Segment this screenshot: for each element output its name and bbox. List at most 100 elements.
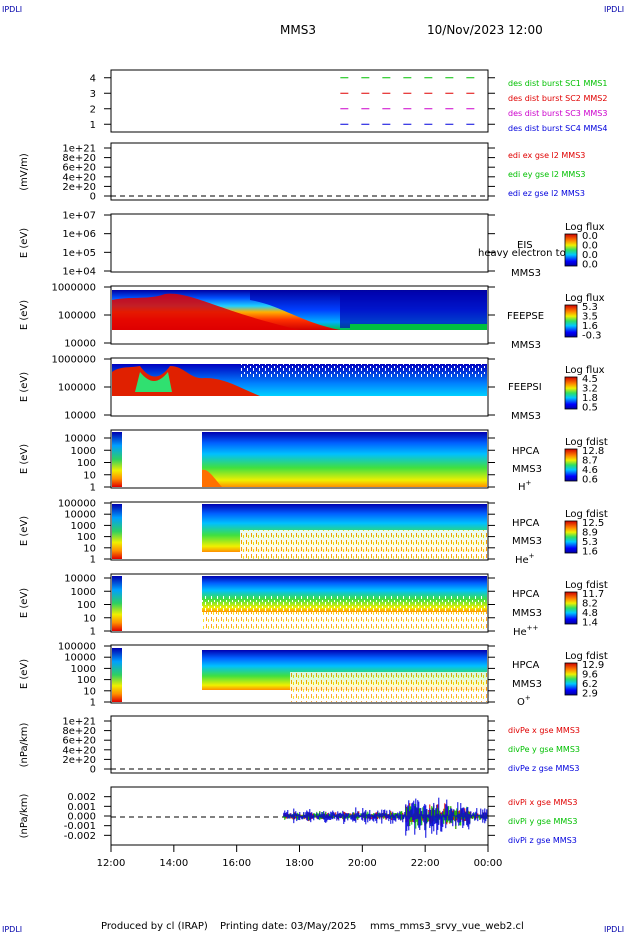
panel-feepsi-ylabel: E (eV) bbox=[19, 372, 30, 402]
divpe-legend-entry: divPe x gse MMS3 bbox=[508, 726, 580, 735]
panel-hpca-o-species: O+ bbox=[517, 694, 531, 708]
hpca-h-colorbar-title: Log fdist bbox=[565, 437, 608, 448]
hpca-hepp-colorbar-label: 4.8 bbox=[582, 608, 598, 619]
eis-ytick-label: 1e+07 bbox=[62, 211, 96, 222]
eis-colorbar-label: 0.0 bbox=[582, 250, 598, 261]
hpca-hepp-ytick-label: 1 bbox=[90, 627, 96, 638]
hpca-h-colorbar-label: 12.8 bbox=[582, 446, 604, 457]
hpca-hepp-colorbar-scale bbox=[564, 591, 578, 625]
hpca-h-colorbar-scale bbox=[564, 448, 578, 482]
divpe-legend-entry: divPe y gse MMS3 bbox=[508, 745, 580, 754]
panel-eis-spacecraft: MMS3 bbox=[511, 268, 541, 279]
panel-hpca-hepp-spacecraft: MMS3 bbox=[512, 608, 542, 619]
panel-eis-ylabel: E (eV) bbox=[19, 228, 30, 258]
hpca-o-low-speckle bbox=[290, 672, 487, 702]
hpca-o-ytick-label: 10000 bbox=[64, 653, 96, 664]
eis-ytick-label: 1e+05 bbox=[62, 248, 96, 259]
footer-file-name: mms_mms3_srvy_vue_web2.cl bbox=[370, 921, 524, 932]
divpi-ytick-label: -0.001 bbox=[64, 821, 96, 832]
hpca-h-spectrogram bbox=[202, 432, 487, 487]
feepsi-colorbar-title: Log flux bbox=[565, 365, 605, 376]
footer-produced-by: Produced by cl (IRAP) bbox=[101, 921, 208, 932]
panel-eis-frame bbox=[110, 213, 489, 273]
feepsi-colorbar-label: 1.8 bbox=[582, 393, 598, 404]
panel-hpca-hepp-ylabel: E (eV) bbox=[19, 588, 30, 618]
hpca-h-colorbar-label: 0.6 bbox=[582, 475, 598, 486]
time-axis-label: 12:00 bbox=[97, 858, 126, 869]
hpca-o-ytick-label: 1 bbox=[90, 698, 96, 709]
panel-feepse-ylabel: E (eV) bbox=[19, 300, 30, 330]
panel-edi-ylabel: (mV/m) bbox=[19, 153, 30, 191]
panel-eis-yticks: 1e+07 1e+06 1e+05 1e+04 bbox=[62, 211, 495, 278]
eis-colorbar-label: 0.0 bbox=[582, 260, 598, 271]
header-date-time: 10/Nov/2023 12:00 bbox=[427, 23, 543, 37]
hpca-o-ytick-label: 100 bbox=[77, 675, 96, 686]
hpca-he-colorbar-scale bbox=[564, 520, 578, 554]
hpca-h-ytick-label: 100 bbox=[77, 458, 96, 469]
divpi-legend-entry: divPi y gse MMS3 bbox=[508, 817, 577, 826]
burst-legend-entry: des dist burst SC1 MMS1 bbox=[508, 79, 607, 88]
time-axis-label: 18:00 bbox=[285, 858, 314, 869]
hpca-h-colorbar-label: 4.6 bbox=[582, 465, 598, 476]
panel-divpe-frame bbox=[110, 715, 489, 774]
panel-eis: E (eV) 1e+07 1e+06 1e+05 1e+04 EIS heavy el… bbox=[19, 211, 605, 280]
divpe-ytick-label: 4e+20 bbox=[62, 745, 96, 756]
edi-ytick-label: 4e+20 bbox=[62, 172, 96, 183]
panel-feepsi-yticks: 1000000 100000 10000 bbox=[51, 355, 495, 422]
hpca-h-ytick-label: 1 bbox=[90, 483, 96, 494]
feepse-colorbar-scale bbox=[564, 304, 578, 338]
feepse-spectrogram-late bbox=[340, 292, 487, 328]
hpca-he-ytick-label: 1000 bbox=[71, 521, 96, 532]
panel-hpca-hepp-yticks: 10000 1000 100 10 1 bbox=[64, 574, 495, 638]
panel-edi-frame bbox=[110, 142, 489, 201]
eis-colorbar-label: 0.0 bbox=[582, 231, 598, 242]
hpca-h-left-strip bbox=[112, 432, 122, 487]
panel-hpca-h-spacecraft: MMS3 bbox=[512, 464, 542, 475]
feepsi-colorbar-scale bbox=[564, 376, 578, 410]
panel-eis-overlay-text: heavy electron to bbox=[478, 248, 566, 259]
panel-burst-frame bbox=[110, 69, 489, 133]
panel-hpca-o-spacecraft: MMS3 bbox=[512, 679, 542, 690]
divpi-ytick-label: 0.001 bbox=[67, 802, 96, 813]
edi-ytick-label: 2e+20 bbox=[62, 182, 96, 193]
edi-legend-entry: edi ex gse l2 MMS3 bbox=[508, 151, 585, 160]
hpca-he-colorbar-label: 1.6 bbox=[582, 547, 598, 558]
hpca-o-ytick-label: 10 bbox=[83, 686, 96, 697]
corner-label-top-left: IPDLI bbox=[2, 5, 22, 14]
divpi-legend-entry: divPi x gse MMS3 bbox=[508, 798, 577, 807]
panel-hpca-h-ylabel: E (eV) bbox=[19, 444, 30, 474]
hpca-he-ytick-label: 100 bbox=[77, 532, 96, 543]
panel-feepse-yticks: 1000000 100000 10000 bbox=[51, 283, 495, 350]
panel-burst-series bbox=[340, 77, 485, 125]
footer-printing-date: Printing date: 03/May/2025 bbox=[220, 921, 356, 932]
panel-hpca-he-spacecraft: MMS3 bbox=[512, 536, 542, 547]
edi-ytick-label: 1e+21 bbox=[62, 144, 96, 155]
feepsi-colorbar-label: 3.2 bbox=[582, 384, 598, 395]
panel-divpe-legend: divPe x gse MMS3 divPe y gse MMS3 divPe z … bbox=[508, 726, 580, 773]
eis-ytick-label: 1e+04 bbox=[62, 267, 96, 278]
burst-legend-entry: des dist burst SC4 MMS4 bbox=[508, 124, 607, 133]
divpi-ytick-label: 0.000 bbox=[67, 812, 96, 823]
hpca-hepp-left-strip bbox=[112, 576, 122, 631]
hpca-he-low-speckle bbox=[240, 530, 487, 559]
hpca-o-ytick-label: 1000 bbox=[71, 664, 96, 675]
burst-ytick-label: 3 bbox=[90, 89, 96, 100]
corner-label-bottom-right: IPDLI bbox=[604, 925, 624, 934]
divpe-ytick-label: 6e+20 bbox=[62, 736, 96, 747]
panel-feepse-instrument: FEEPSE bbox=[507, 311, 544, 322]
burst-legend-entry: des dist burst SC2 MMS2 bbox=[508, 94, 607, 103]
edi-legend-entry: edi ey gse l2 MMS3 bbox=[508, 170, 586, 179]
hpca-o-colorbar-label: 9.6 bbox=[582, 670, 598, 681]
panel-hpca-hepp-species: He++ bbox=[513, 624, 539, 638]
feepsi-ytick-label: 100000 bbox=[58, 383, 96, 394]
hpca-hepp-colorbar-label: 11.7 bbox=[582, 589, 604, 600]
